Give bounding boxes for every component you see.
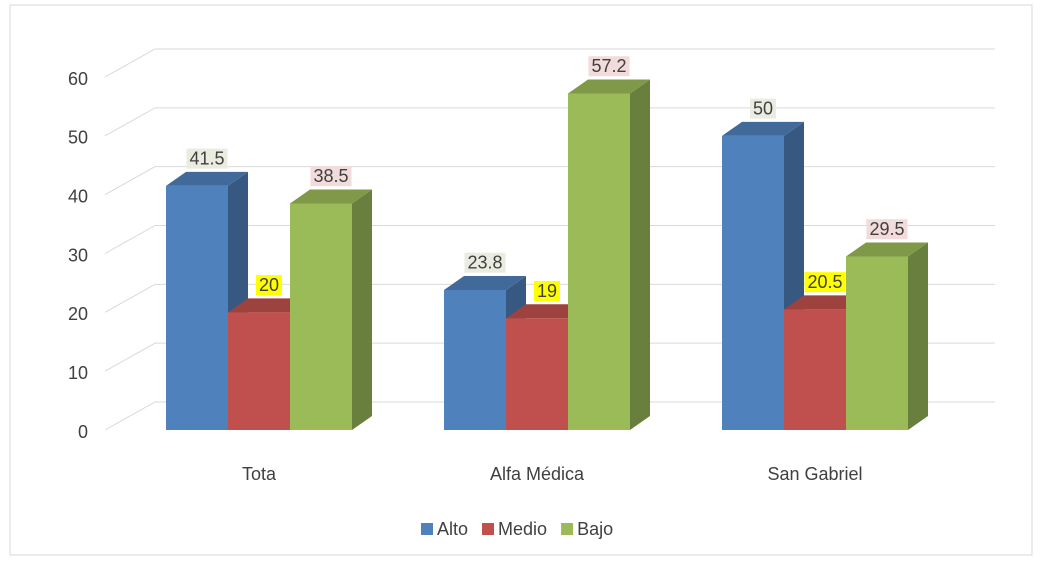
data-label: 38.5 [313, 166, 348, 186]
bar-side [908, 242, 928, 430]
legend-swatch [482, 523, 495, 535]
data-label-bg [588, 56, 630, 77]
x-tick-label: Tota [242, 464, 277, 484]
data-label-bg [464, 252, 506, 273]
data-label: 20.5 [807, 272, 842, 292]
bar-top [290, 189, 372, 204]
bar-top [166, 171, 248, 186]
bar-top [784, 295, 866, 310]
data-label-bg [533, 280, 561, 301]
data-label-bg [255, 275, 283, 296]
grid-line [104, 166, 995, 196]
bar-front [784, 309, 846, 430]
legend-swatch [561, 523, 574, 535]
bar [568, 79, 650, 431]
data-label-bg [866, 219, 908, 240]
bar-side [630, 79, 650, 431]
data-label-bg [310, 166, 352, 187]
bar-front [722, 135, 784, 431]
data-label-bg [749, 98, 777, 119]
grid-line [104, 342, 995, 372]
y-tick-label: 40 [68, 186, 88, 206]
y-tick-label: 0 [78, 422, 88, 442]
bar-front [290, 203, 352, 430]
grid-line [104, 225, 995, 254]
bar-front [166, 185, 228, 430]
bar-front [568, 93, 630, 431]
x-tick-label: San Gabriel [767, 464, 862, 484]
bar-front [444, 289, 506, 430]
bar-top [444, 275, 526, 290]
y-tick-label: 50 [68, 128, 88, 148]
grid-line [104, 107, 995, 137]
data-label-bg [804, 272, 846, 293]
data-label: 41.5 [189, 149, 224, 169]
data-label-bg [186, 148, 228, 169]
bar-top [568, 79, 650, 94]
grid-line [104, 283, 995, 313]
bar [846, 242, 928, 430]
legend-label: Medio [498, 519, 547, 539]
bar-top [506, 304, 588, 319]
bar-front [506, 318, 568, 430]
x-tick-label: Alfa Médica [490, 464, 585, 484]
data-label: 23.8 [467, 253, 502, 273]
y-tick-label: 20 [68, 304, 88, 324]
data-label: 50 [753, 99, 773, 119]
legend-label: Bajo [577, 519, 613, 539]
bar-top [846, 242, 928, 257]
bar [290, 189, 372, 430]
bar-top [722, 121, 804, 136]
bar-side [352, 189, 372, 430]
data-label: 20 [259, 275, 279, 295]
legend-label: Alto [437, 519, 468, 539]
grid-line [104, 401, 995, 431]
bar-front [846, 256, 908, 430]
legend-swatch [421, 523, 433, 535]
y-tick-label: 60 [68, 69, 88, 89]
grid-line [104, 48, 995, 78]
data-label: 29.5 [869, 219, 904, 239]
y-tick-label: 10 [68, 363, 88, 383]
data-label: 57.2 [591, 56, 626, 76]
y-tick-label: 30 [68, 245, 88, 265]
bar-top [228, 298, 310, 313]
data-label: 19 [537, 281, 557, 301]
bar-front [228, 312, 290, 430]
